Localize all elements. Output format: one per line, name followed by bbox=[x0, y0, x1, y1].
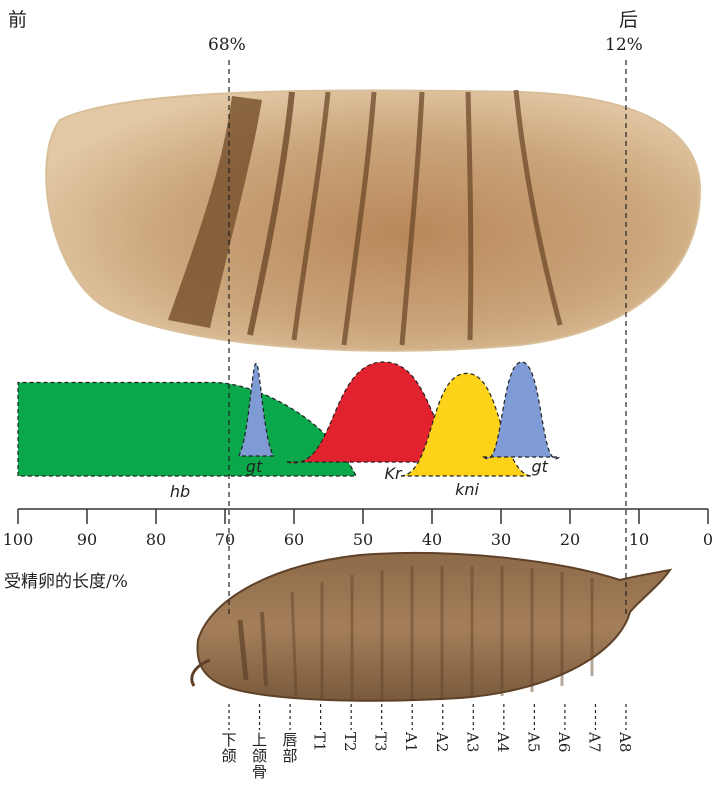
segment-label: A1 bbox=[402, 732, 421, 753]
series-label-kni: kni bbox=[455, 480, 479, 499]
x-tick-label: 70 bbox=[215, 530, 235, 549]
series-label-hb: hb bbox=[170, 482, 190, 501]
segment-label: A7 bbox=[585, 732, 604, 753]
x-tick-label: 0 bbox=[703, 530, 713, 549]
segment-label: 上颌骨 bbox=[252, 731, 268, 781]
x-tick-label: 60 bbox=[284, 530, 304, 549]
segment-label: A5 bbox=[524, 732, 543, 753]
segment-label: A4 bbox=[493, 732, 512, 753]
x-tick-label: 90 bbox=[77, 530, 97, 549]
x-tick-label: 80 bbox=[146, 530, 166, 549]
x-tick-label: 50 bbox=[353, 530, 373, 549]
series-gt-area bbox=[482, 361, 562, 460]
x-tick-label: 40 bbox=[422, 530, 442, 549]
series-label-gt: gt bbox=[246, 457, 263, 476]
segment-label: T3 bbox=[371, 732, 390, 752]
series-gt-spike bbox=[237, 362, 275, 457]
segment-label: A6 bbox=[554, 732, 573, 753]
gene-expression-profiles: hb gt Kr kni gt bbox=[17, 361, 562, 501]
anterior-label: 前 bbox=[8, 9, 28, 31]
segment-label: A2 bbox=[432, 732, 451, 753]
posterior-label: 后 bbox=[619, 9, 639, 31]
reference-lines bbox=[228, 60, 627, 615]
reference-label-12: 12% bbox=[605, 35, 643, 55]
segment-label: T2 bbox=[341, 732, 360, 752]
embryo-egg bbox=[45, 89, 702, 352]
segment-label: 唇部 bbox=[282, 731, 298, 765]
series-label-gt: gt bbox=[531, 457, 548, 476]
reference-label-68: 68% bbox=[208, 35, 246, 55]
series-label-Kr: Kr bbox=[384, 464, 402, 483]
x-tick-label: 30 bbox=[491, 530, 511, 549]
x-axis-title: 受精卵的长度/% bbox=[4, 572, 128, 592]
x-tick-label: 100 bbox=[3, 530, 34, 549]
segment-label: A8 bbox=[616, 732, 634, 753]
segment-label: A3 bbox=[463, 732, 482, 753]
segment-ticks bbox=[228, 704, 627, 730]
larva bbox=[190, 552, 673, 702]
segment-label: 下颌 bbox=[221, 731, 237, 765]
x-tick-label: 20 bbox=[560, 530, 580, 549]
x-tick-label: 10 bbox=[629, 530, 649, 549]
segment-label: T1 bbox=[310, 732, 329, 752]
x-axis: 100 90 80 70 60 50 40 30 20 10 0 bbox=[3, 508, 713, 549]
